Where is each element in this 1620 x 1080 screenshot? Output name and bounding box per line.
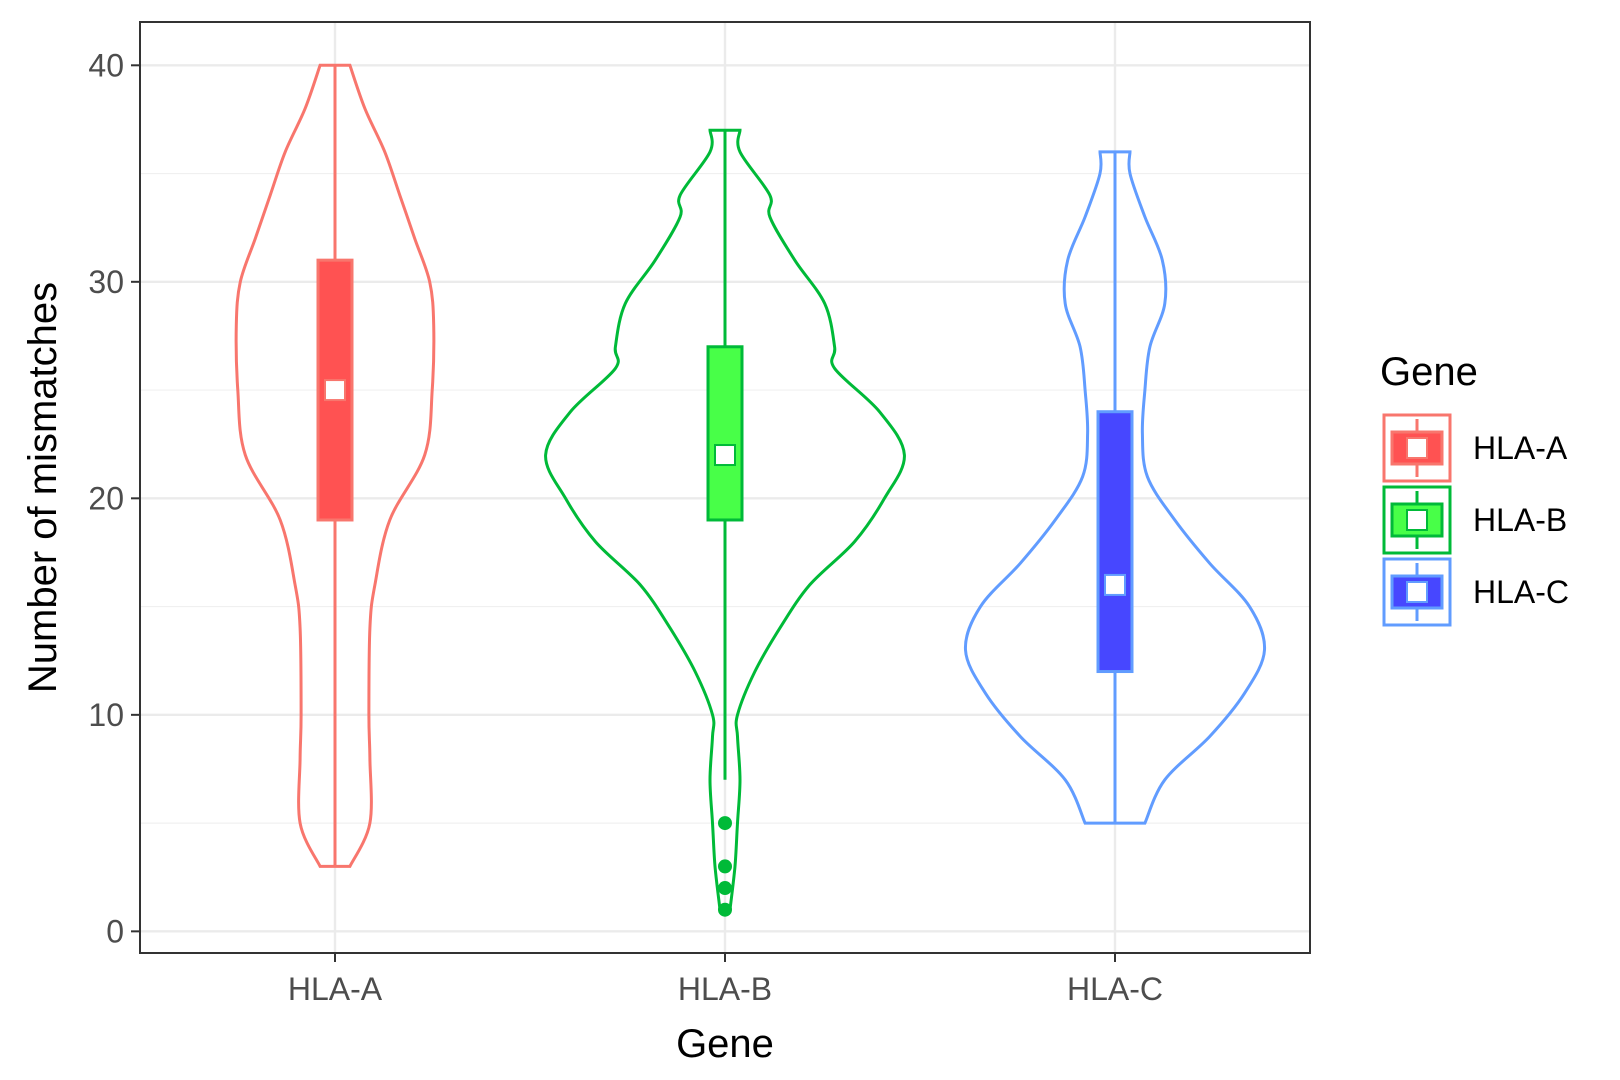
outlier-point xyxy=(718,902,732,917)
y-axis-title: Number of mismatches xyxy=(21,282,65,693)
legend-title: Gene xyxy=(1380,350,1478,394)
y-tick-label: 0 xyxy=(106,913,124,949)
x-tick-label: HLA-A xyxy=(288,971,383,1007)
legend-label: HLA-C xyxy=(1473,574,1569,610)
x-axis-title: Gene xyxy=(676,1022,774,1066)
legend-label: HLA-B xyxy=(1473,502,1567,538)
median-marker-hla-c xyxy=(1104,573,1126,596)
legend-item-hla-b: HLA-B xyxy=(1382,485,1567,555)
legend-item-hla-c: HLA-C xyxy=(1382,557,1569,627)
y-tick-label: 20 xyxy=(88,480,124,516)
legend-label: HLA-A xyxy=(1473,430,1568,466)
median-marker-hla-b xyxy=(714,444,736,467)
boxplot-layer xyxy=(316,65,1134,917)
x-tick-label: HLA-C xyxy=(1067,971,1163,1007)
y-tick-label: 10 xyxy=(88,697,124,733)
legend-key-median xyxy=(1406,509,1428,531)
x-tick-label: HLA-B xyxy=(678,971,772,1007)
violin-hla-c xyxy=(963,150,1267,825)
outlier-point xyxy=(718,859,732,874)
median-marker-hla-a xyxy=(324,379,346,402)
outlier-point xyxy=(718,816,732,831)
legend-key-median xyxy=(1406,437,1428,459)
legend: Gene HLA-A HLA-B HLA-C xyxy=(1380,350,1569,627)
outlier-point xyxy=(718,881,732,896)
x-axis: HLA-A HLA-B HLA-C xyxy=(288,953,1163,1007)
box-hla-c xyxy=(1096,410,1134,674)
box-hla-b xyxy=(706,345,744,522)
y-axis: 0 10 20 30 40 xyxy=(88,47,140,949)
y-tick-label: 30 xyxy=(88,264,124,300)
legend-item-hla-a: HLA-A xyxy=(1382,413,1568,483)
violin-hla-a xyxy=(234,63,436,868)
legend-key-median xyxy=(1406,581,1428,603)
y-tick-label: 40 xyxy=(88,47,124,83)
plot-panel xyxy=(139,21,1311,954)
legend-items: HLA-A HLA-B HLA-C xyxy=(1382,413,1569,627)
